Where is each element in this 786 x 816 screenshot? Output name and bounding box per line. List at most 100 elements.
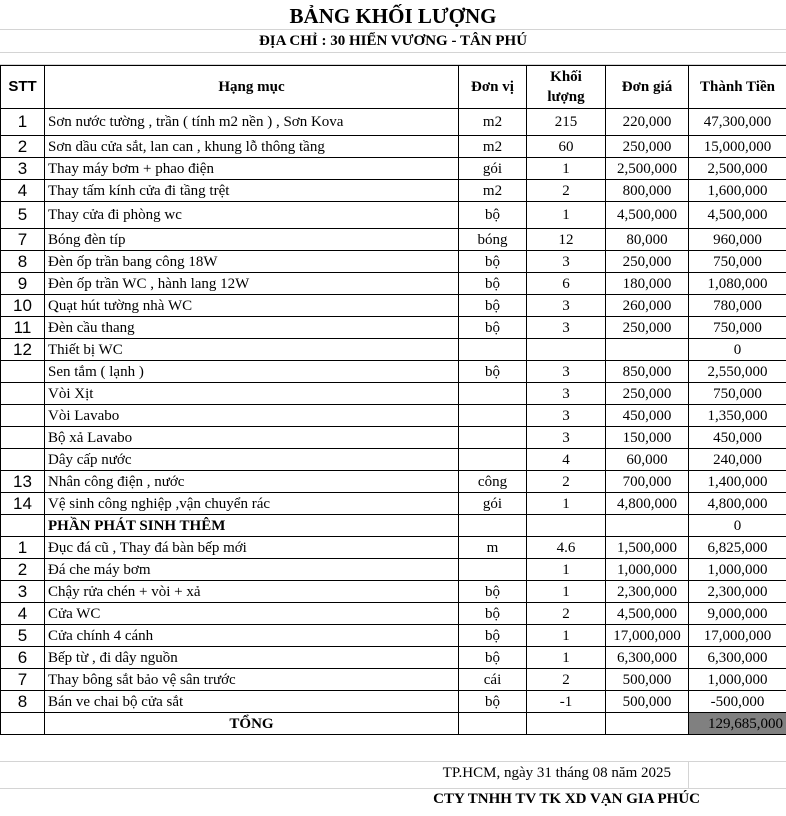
row-unit: bộ — [459, 647, 527, 669]
total-amount: 129,685,000 — [689, 713, 786, 735]
row-amount: 750,000 — [689, 317, 786, 339]
row-unit: m — [459, 537, 527, 559]
row-qty — [527, 515, 606, 537]
row-amount: 6,825,000 — [689, 537, 786, 559]
row-item: Quạt hút tường nhà WC — [45, 295, 459, 317]
row-unit: bộ — [459, 251, 527, 273]
row-unit: bóng — [459, 229, 527, 251]
row-unit: m2 — [459, 109, 527, 136]
row-unit: bộ — [459, 273, 527, 295]
row-amount: -500,000 — [689, 691, 786, 713]
row-stt: 3 — [1, 581, 45, 603]
row-stt: 14 — [1, 493, 45, 515]
row-qty: -1 — [527, 691, 606, 713]
row-item: Chậy rửa chén + vòi + xả — [45, 581, 459, 603]
row-price: 2,300,000 — [606, 581, 689, 603]
row-amount: 17,000,000 — [689, 625, 786, 647]
row-amount: 750,000 — [689, 251, 786, 273]
row-price: 60,000 — [606, 449, 689, 471]
row-price: 500,000 — [606, 691, 689, 713]
row-amount: 1,000,000 — [689, 669, 786, 691]
row-amount: 47,300,000 — [689, 109, 786, 136]
row-stt: 8 — [1, 691, 45, 713]
row-item: Thay cửa đi phòng wc — [45, 202, 459, 229]
total-price — [606, 713, 689, 735]
row-amount: 2,550,000 — [689, 361, 786, 383]
row-price: 80,000 — [606, 229, 689, 251]
row-unit: bộ — [459, 691, 527, 713]
row-qty: 1 — [527, 202, 606, 229]
row-unit: bộ — [459, 625, 527, 647]
row-stt — [1, 449, 45, 471]
row-price: 250,000 — [606, 383, 689, 405]
row-unit: bộ — [459, 361, 527, 383]
header-price: Đơn giá — [606, 66, 689, 109]
row-unit: gói — [459, 158, 527, 180]
row-qty: 2 — [527, 180, 606, 202]
row-qty: 4 — [527, 449, 606, 471]
row-item: Sơn nước tường , trần ( tính m2 nền ) , … — [45, 109, 459, 136]
row-amount: 1,080,000 — [689, 273, 786, 295]
row-stt: 1 — [1, 537, 45, 559]
row-unit: bộ — [459, 603, 527, 625]
row-item: Cửa WC — [45, 603, 459, 625]
header-qty-line2: lượng — [547, 89, 584, 105]
row-stt: 2 — [1, 559, 45, 581]
row-item: Bộ xả Lavabo — [45, 427, 459, 449]
row-unit: bộ — [459, 202, 527, 229]
row-unit: bộ — [459, 317, 527, 339]
row-qty: 1 — [527, 581, 606, 603]
row-price: 1,500,000 — [606, 537, 689, 559]
address-subtitle: ĐỊA CHỈ : 30 HIỂN VƯƠNG - TÂN PHÚ — [0, 30, 786, 53]
header-unit: Đơn vị — [459, 66, 527, 109]
row-stt — [1, 515, 45, 537]
row-amount: 780,000 — [689, 295, 786, 317]
row-price — [606, 515, 689, 537]
row-stt: 1 — [1, 109, 45, 136]
row-amount: 1,000,000 — [689, 559, 786, 581]
row-unit: m2 — [459, 180, 527, 202]
row-qty — [527, 339, 606, 361]
row-stt: 2 — [1, 136, 45, 158]
row-stt: 7 — [1, 669, 45, 691]
header-item: Hạng mục — [45, 66, 459, 109]
row-qty: 3 — [527, 251, 606, 273]
row-amount: 0 — [689, 339, 786, 361]
row-item: Vòi Xịt — [45, 383, 459, 405]
row-amount: 240,000 — [689, 449, 786, 471]
total-stt — [1, 713, 45, 735]
row-stt: 4 — [1, 603, 45, 625]
row-stt — [1, 427, 45, 449]
row-price: 180,000 — [606, 273, 689, 295]
row-amount: 2,500,000 — [689, 158, 786, 180]
row-price: 250,000 — [606, 136, 689, 158]
row-item: Đục đá cũ , Thay đá bàn bếp mới — [45, 537, 459, 559]
row-stt: 11 — [1, 317, 45, 339]
row-price: 2,500,000 — [606, 158, 689, 180]
row-amount: 750,000 — [689, 383, 786, 405]
row-amount: 4,500,000 — [689, 202, 786, 229]
row-item: Cửa chính 4 cánh — [45, 625, 459, 647]
row-qty: 1 — [527, 559, 606, 581]
row-stt: 13 — [1, 471, 45, 493]
row-stt: 3 — [1, 158, 45, 180]
row-item: Bóng đèn típ — [45, 229, 459, 251]
row-price: 500,000 — [606, 669, 689, 691]
row-qty: 1 — [527, 647, 606, 669]
row-amount: 1,400,000 — [689, 471, 786, 493]
row-qty: 3 — [527, 317, 606, 339]
row-unit — [459, 515, 527, 537]
row-amount: 6,300,000 — [689, 647, 786, 669]
